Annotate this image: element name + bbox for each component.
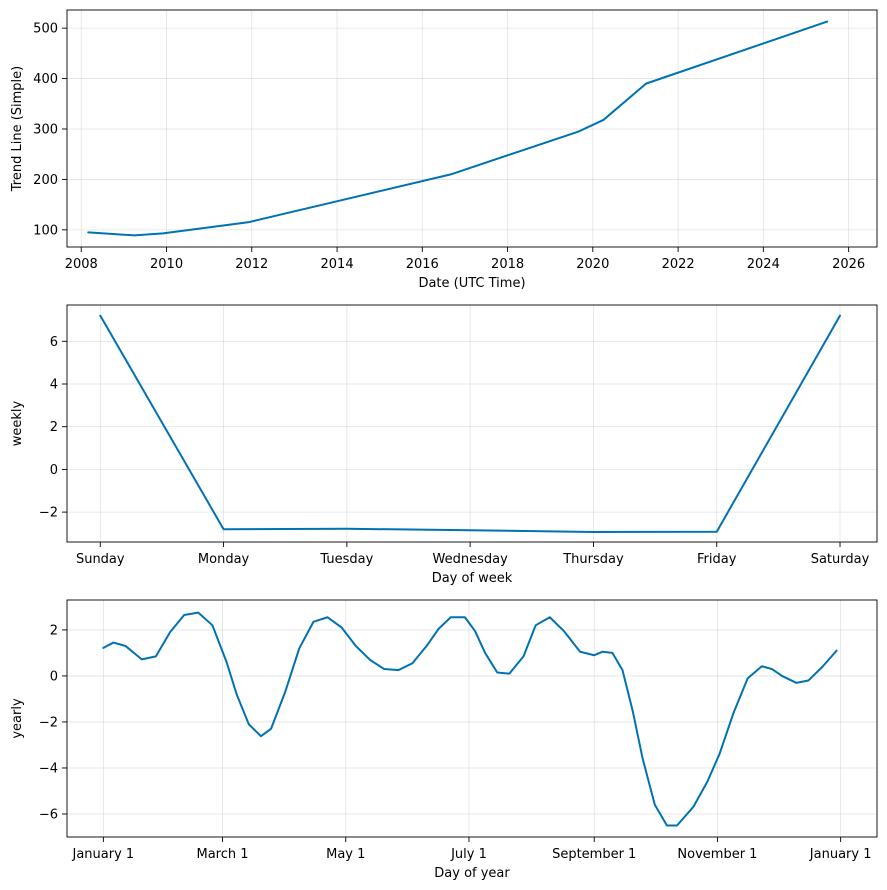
y-tick-label: −2 — [39, 506, 58, 521]
chart-trend: 2008 2010 2012 2014 2016 2018 2020 2022 2024 2026… — [10, 9, 878, 291]
y-tick-label: 6 — [50, 335, 58, 350]
y-tick-label: 100 — [33, 223, 58, 238]
x-tick-label: 2012 — [235, 257, 268, 272]
x-axis-label: Day of year — [434, 866, 510, 881]
y-axis-label: yearly — [10, 698, 25, 739]
x-tick-label: 2026 — [832, 257, 865, 272]
y-tick-label: 2 — [50, 420, 58, 435]
y-tick-label: −6 — [39, 807, 58, 822]
y-tick-label: −4 — [39, 761, 58, 776]
x-axis-label: Day of week — [432, 571, 513, 586]
chart-yearly: January 1 March 1 May 1 July 1 September 1 No… — [10, 599, 878, 881]
y-tick-label: 0 — [50, 669, 58, 684]
y-tick-label: 0 — [50, 463, 58, 478]
x-tick-label: Monday — [198, 552, 250, 567]
x-tick-label: Friday — [697, 552, 737, 567]
x-tick-label: Wednesday — [433, 552, 509, 567]
x-tick-label: September 1 — [552, 847, 636, 862]
yearly-series-line — [102, 611, 838, 827]
y-axis-label: Trend Line (Simple) — [10, 66, 25, 192]
y-tick-label: 4 — [50, 378, 58, 393]
x-tick-label: 2014 — [321, 257, 354, 272]
x-axis-label: Date (UTC Time) — [418, 276, 525, 291]
x-tick-label: July 1 — [450, 847, 487, 862]
y-tick-label: 300 — [33, 123, 58, 138]
x-tick-label: November 1 — [677, 847, 757, 862]
plot-frame — [66, 304, 878, 543]
trend-series-line — [87, 20, 829, 237]
plot-frame — [66, 9, 878, 248]
y-tick-label: 400 — [33, 72, 58, 87]
x-tick-label: January 1 — [809, 847, 872, 862]
x-tick-label: 2016 — [406, 257, 439, 272]
x-tick-label: Sunday — [76, 552, 125, 567]
x-tick-label: 2008 — [65, 257, 98, 272]
y-tick-label: 200 — [33, 173, 58, 188]
x-tick-label: Tuesday — [319, 552, 373, 567]
x-tick-label: 2024 — [747, 257, 780, 272]
chart-weekly: Sunday Monday Tuesday Wednesday Thursday Frid… — [10, 304, 878, 586]
x-tick-label: Thursday — [562, 552, 624, 567]
y-tick-label: −2 — [39, 715, 58, 730]
x-tick-label: 2020 — [576, 257, 609, 272]
x-tick-label: 2022 — [662, 257, 695, 272]
x-tick-label: March 1 — [197, 847, 249, 862]
x-tick-label: 2010 — [150, 257, 183, 272]
y-tick-label: 2 — [50, 623, 58, 638]
x-tick-label: May 1 — [326, 847, 365, 862]
plot-frame — [66, 599, 878, 838]
y-axis-label: weekly — [10, 400, 25, 446]
y-tick-label: 500 — [33, 22, 58, 37]
weekly-series-line — [99, 314, 842, 533]
x-tick-label: Saturday — [811, 552, 870, 567]
x-tick-label: January 1 — [72, 847, 135, 862]
x-tick-label: 2018 — [491, 257, 524, 272]
